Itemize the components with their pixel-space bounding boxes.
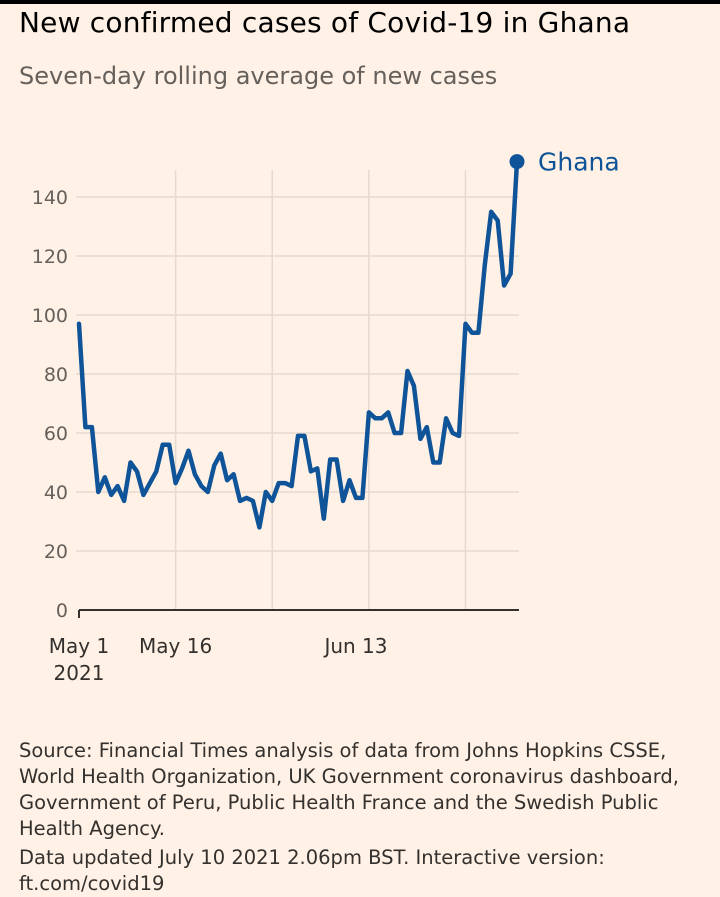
line-chart: 0 20 40 60 80 100 120 140 May 1 2021 May 16 Jun 13… bbox=[32, 148, 620, 685]
y-tick-label: 120 bbox=[32, 246, 68, 268]
series-line-ghana bbox=[76, 159, 520, 530]
gridlines bbox=[76, 170, 519, 610]
y-tick-label: 140 bbox=[32, 187, 68, 209]
series-end-point bbox=[509, 154, 525, 170]
y-tick-label: 80 bbox=[44, 364, 68, 386]
source-note: Source: Financial Times analysis of data… bbox=[19, 739, 679, 840]
chart-title: New confirmed cases of Covid-19 in Ghana bbox=[19, 6, 631, 39]
y-tick-label: 20 bbox=[44, 541, 68, 563]
series-labels: Ghana bbox=[538, 148, 620, 177]
top-rule bbox=[0, 0, 720, 4]
chart-subtitle: Seven-day rolling average of new cases bbox=[19, 62, 498, 90]
y-axis-ticks: 0 20 40 60 80 100 120 140 bbox=[32, 187, 68, 622]
y-tick-label: 40 bbox=[44, 482, 68, 504]
x-tick-label: Jun 13 bbox=[322, 634, 387, 658]
x-tick-label: May 1 bbox=[49, 634, 109, 658]
update-note: Data updated July 10 2021 2.06pm BST. In… bbox=[19, 846, 605, 895]
x-tick-sublabel: 2021 bbox=[54, 661, 105, 685]
series-lines bbox=[76, 154, 525, 530]
series-label: Ghana bbox=[538, 148, 620, 177]
y-tick-label: 0 bbox=[56, 600, 68, 622]
x-axis: May 1 2021 May 16 Jun 13 bbox=[49, 609, 519, 685]
y-tick-label: 100 bbox=[32, 305, 68, 327]
x-tick-label: May 16 bbox=[139, 634, 212, 658]
y-tick-label: 60 bbox=[44, 423, 68, 445]
